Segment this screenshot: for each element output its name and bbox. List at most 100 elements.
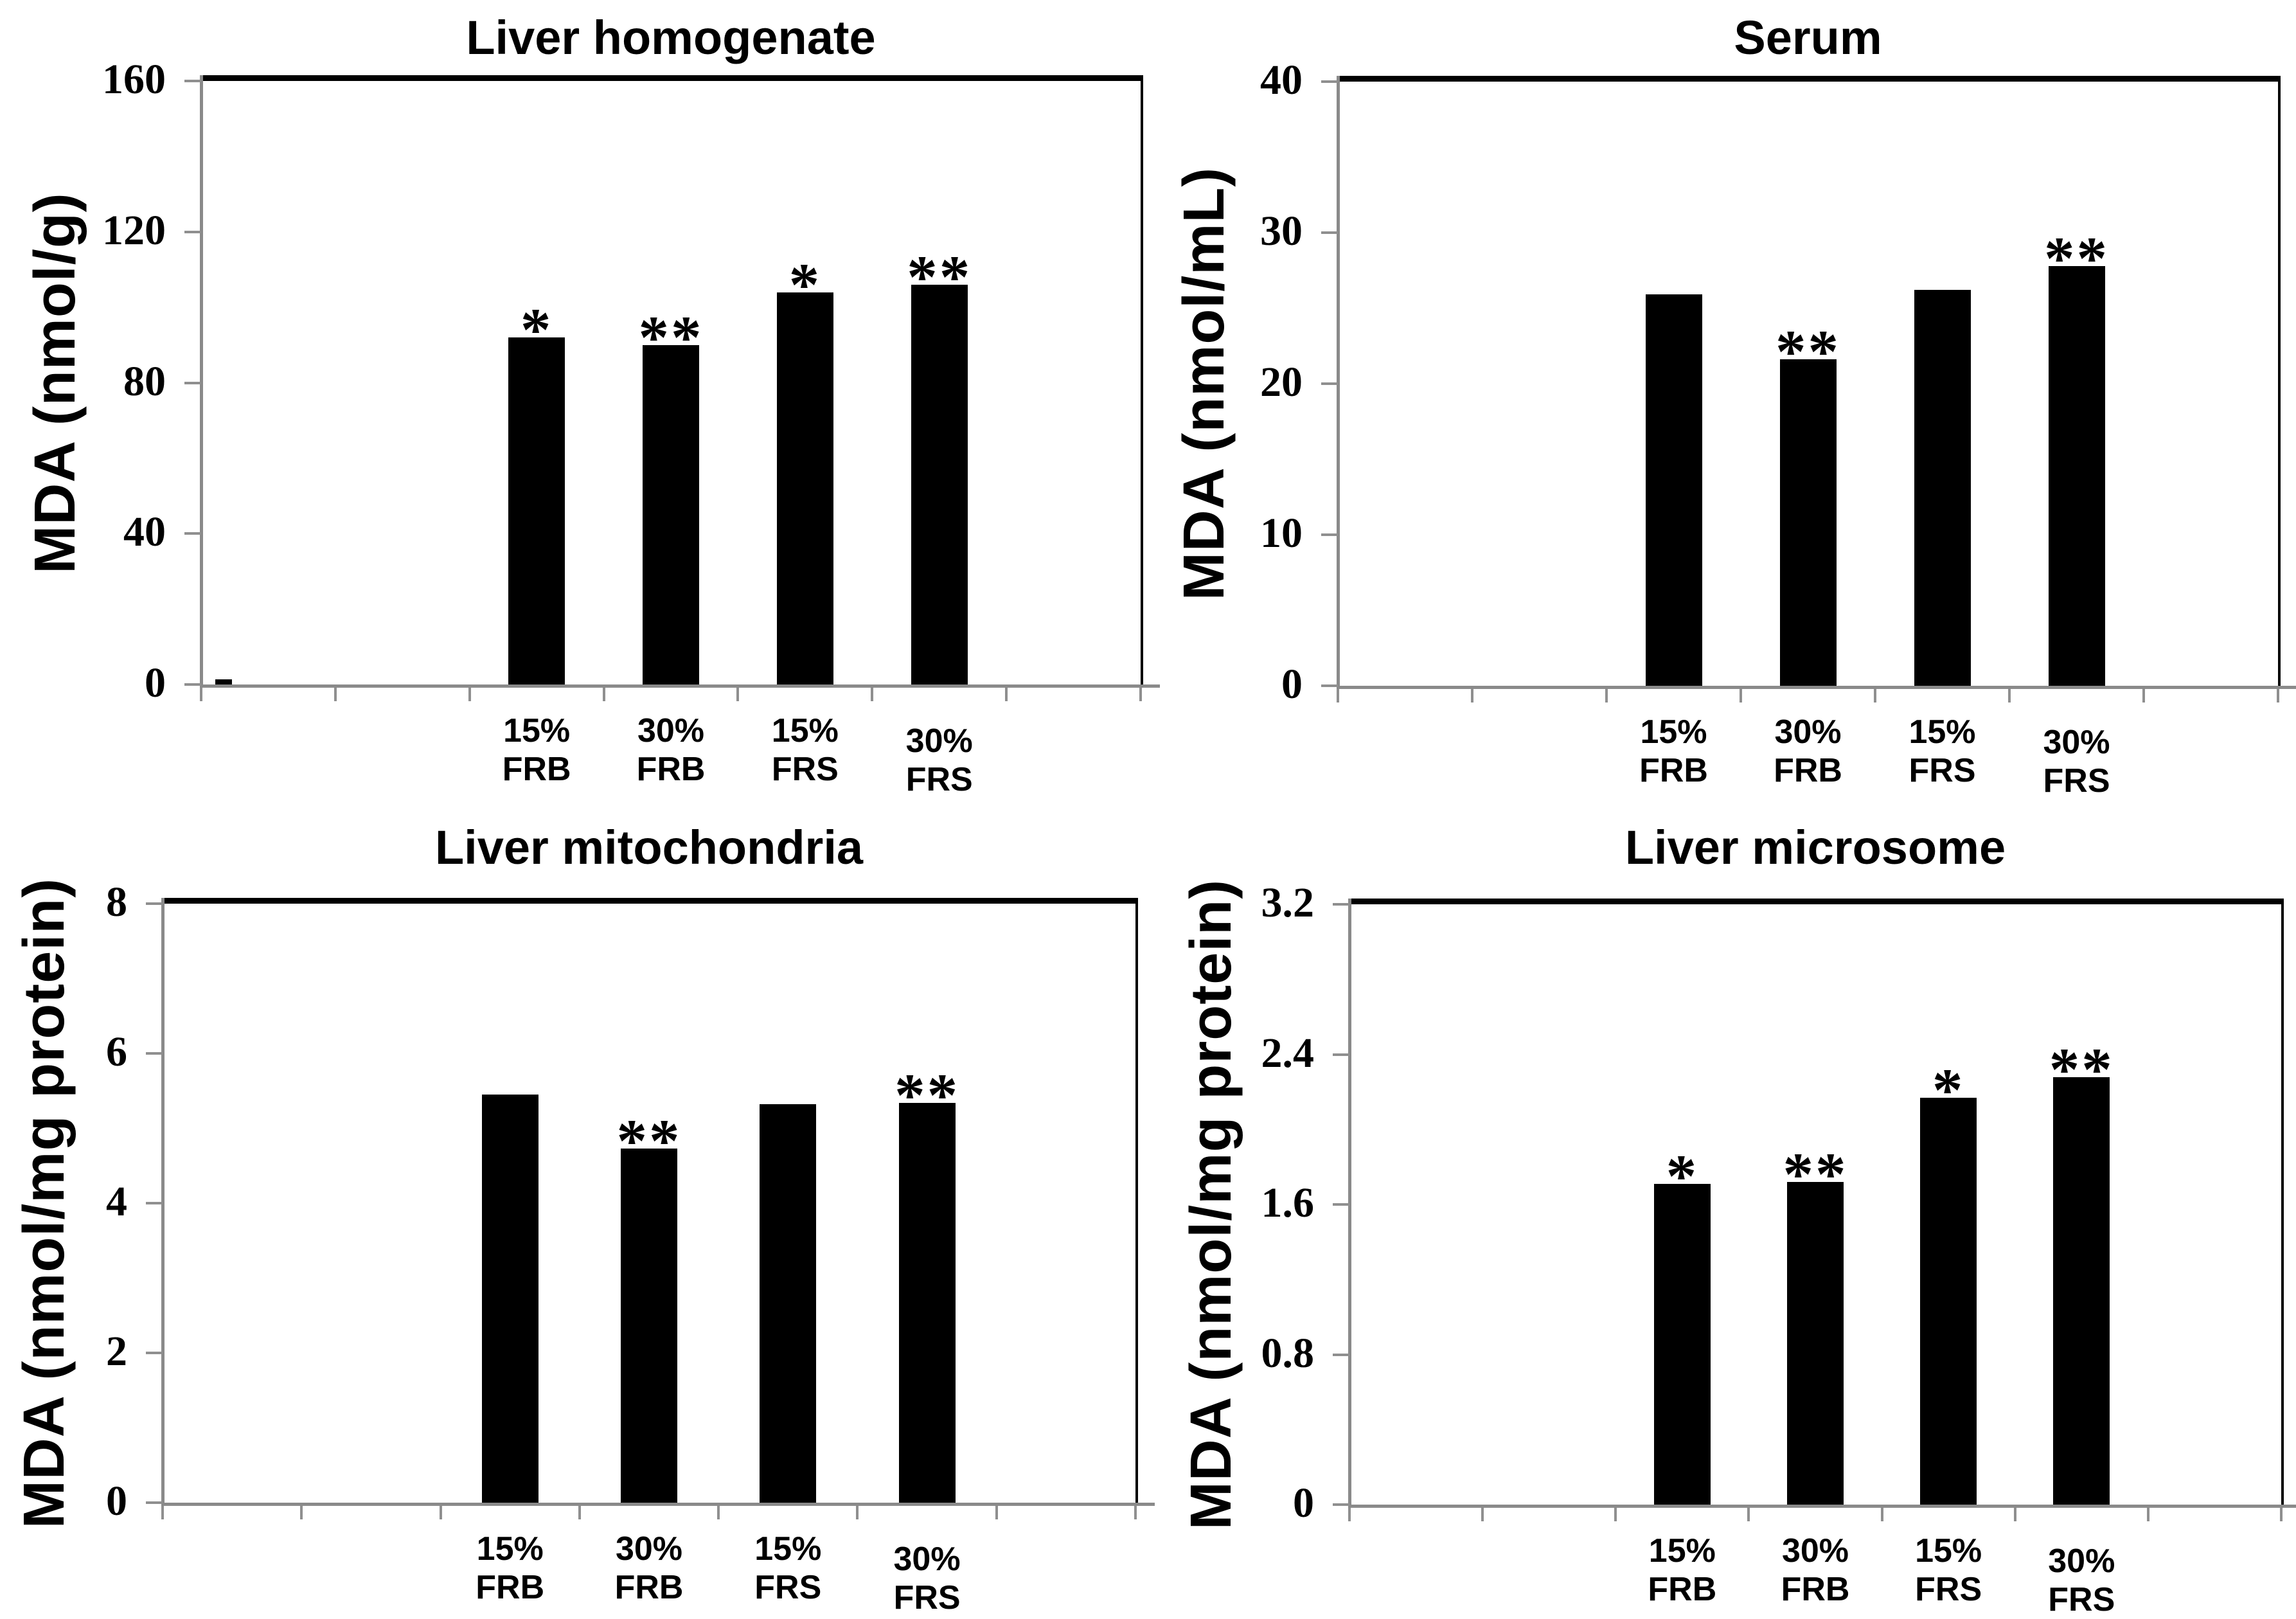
x-category-label: 15% FRS xyxy=(771,712,839,788)
significance-marker: * xyxy=(1666,1141,1699,1210)
x-tick xyxy=(2013,1508,2016,1521)
x-tick xyxy=(334,688,337,701)
bar xyxy=(776,292,833,684)
x-tick xyxy=(1614,1508,1617,1521)
chart-title: Liver microsome xyxy=(1624,821,2006,874)
y-tick-label: 10 xyxy=(1260,510,1303,557)
x-tick xyxy=(300,1506,303,1519)
y-tick-label: 1.6 xyxy=(1261,1179,1315,1226)
panel-serum: Serum MDA (nmol/mL) 0 10 20 30 40 15% FRB ** 30… xyxy=(1148,0,2296,810)
x-tick xyxy=(1874,689,1876,702)
x-tick xyxy=(1747,1508,1750,1521)
plot-top-border xyxy=(161,898,1138,904)
x-tick xyxy=(200,688,202,701)
y-tick xyxy=(146,1501,163,1504)
panel-liver-homogenate: Liver homogenate MDA (nmol/g) 0 40 80 120 16… xyxy=(0,0,1160,810)
bar xyxy=(1645,294,1702,686)
chart-title: Liver homogenate xyxy=(466,11,876,64)
bar xyxy=(508,337,565,684)
x-tick xyxy=(2280,1508,2283,1521)
plot-right-border xyxy=(2281,899,2284,1505)
x-tick xyxy=(439,1506,442,1519)
significance-marker: ** xyxy=(894,1060,960,1129)
x-tick xyxy=(602,688,605,701)
x-tick xyxy=(161,1506,164,1519)
y-tick xyxy=(1333,903,1349,906)
x-axis-line xyxy=(1348,1505,2296,1508)
x-category-label: 30% FRS xyxy=(893,1541,961,1616)
y-tick-label: 2.4 xyxy=(1261,1029,1315,1077)
y-tick xyxy=(1333,1053,1349,1056)
bar xyxy=(481,1095,538,1503)
x-tick xyxy=(1348,1508,1351,1521)
y-axis-title: MDA (nmol/mg protein) xyxy=(12,877,76,1529)
significance-marker: ** xyxy=(2049,1035,2114,1104)
plot-right-border xyxy=(1141,75,1143,684)
x-tick xyxy=(1005,688,1008,701)
x-tick xyxy=(1740,689,1742,702)
significance-marker: * xyxy=(520,296,553,364)
significance-marker: * xyxy=(1932,1055,1965,1124)
x-tick xyxy=(1605,689,1608,702)
y-axis-line xyxy=(200,75,203,688)
x-category-label: 30% FRS xyxy=(2043,724,2110,800)
x-tick xyxy=(2142,689,2145,702)
y-tick xyxy=(1321,533,1338,536)
chart-title: Liver mitochondria xyxy=(434,821,864,874)
x-tick xyxy=(2008,689,2011,702)
x-category-label: 15% FRB xyxy=(1639,713,1708,789)
y-tick xyxy=(184,80,201,82)
y-axis-title: MDA (nmol/mg protein) xyxy=(1179,879,1243,1530)
x-tick xyxy=(995,1506,998,1519)
y-tick-label: 0.8 xyxy=(1261,1329,1315,1377)
y-tick xyxy=(1321,684,1338,687)
y-tick-label: 3.2 xyxy=(1261,879,1315,926)
x-axis-line xyxy=(1337,686,2296,689)
y-tick xyxy=(184,230,201,233)
bar xyxy=(1787,1181,1844,1505)
bar xyxy=(911,284,968,684)
y-tick-label: 40 xyxy=(123,508,166,556)
x-category-label: 15% FRS xyxy=(1909,713,1976,789)
x-tick xyxy=(1880,1508,1883,1521)
x-category-label: 15% FRS xyxy=(754,1530,822,1606)
bar xyxy=(760,1104,817,1503)
significance-marker: ** xyxy=(616,1106,682,1175)
significance-marker: ** xyxy=(907,242,972,311)
significance-marker: * xyxy=(788,250,822,319)
bar xyxy=(2048,265,2105,686)
panel-liver-mitochondria: Liver mitochondria MDA (nmol/mg protein)… xyxy=(0,810,1155,1619)
bar xyxy=(1653,1183,1711,1505)
x-category-label: 15% FRB xyxy=(1648,1532,1717,1608)
x-tick xyxy=(871,688,874,701)
x-axis-line xyxy=(200,684,1160,688)
bar xyxy=(2053,1077,2110,1505)
y-tick xyxy=(1321,382,1338,385)
y-tick xyxy=(184,683,201,686)
y-axis-line xyxy=(1348,899,1351,1508)
bar xyxy=(1779,359,1837,686)
x-category-label: 30% FRB xyxy=(614,1530,684,1606)
y-tick-label: 40 xyxy=(1260,57,1303,103)
x-category-label: 15% FRB xyxy=(502,712,571,788)
baseline-artifact xyxy=(215,679,232,684)
y-tick xyxy=(146,1202,163,1204)
x-tick xyxy=(1139,688,1142,701)
y-tick-label: 80 xyxy=(123,357,166,405)
plot-right-border xyxy=(1135,898,1138,1503)
significance-marker: ** xyxy=(1783,1140,1848,1208)
x-category-label: 30% FRB xyxy=(1774,713,1842,789)
plot-top-border xyxy=(200,75,1143,81)
y-tick xyxy=(146,1052,163,1055)
bar xyxy=(1914,290,1971,686)
y-tick xyxy=(1333,1353,1349,1356)
y-tick xyxy=(1333,1503,1349,1506)
significance-marker: ** xyxy=(1775,318,1840,386)
x-category-label: 15% FRS xyxy=(1915,1532,1982,1608)
bar xyxy=(1920,1097,1977,1505)
y-tick xyxy=(1321,231,1338,234)
plot-right-border xyxy=(2278,76,2281,686)
x-tick xyxy=(736,688,740,701)
x-tick xyxy=(2277,689,2279,702)
significance-marker: ** xyxy=(2044,224,2109,292)
